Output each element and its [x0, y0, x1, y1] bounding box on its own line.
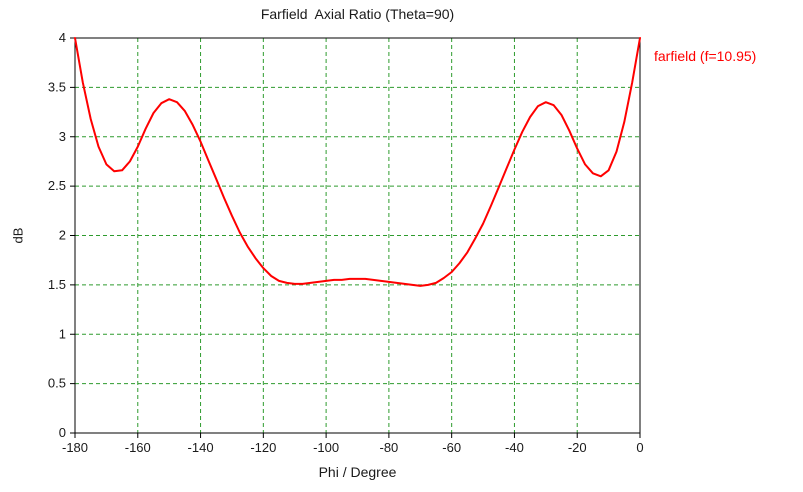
- x-tick-label: -180: [62, 440, 88, 455]
- x-tick-label: -140: [188, 440, 214, 455]
- y-axis-label: dB: [10, 227, 26, 244]
- x-tick-label: -60: [442, 440, 461, 455]
- x-tick-label: 0: [636, 440, 643, 455]
- x-tick-label: -80: [379, 440, 398, 455]
- y-tick-label: 1: [59, 326, 66, 341]
- y-tick-label: 3.5: [48, 79, 66, 94]
- legend-entry: farfield (f=10.95): [654, 48, 757, 64]
- series-curve: [74, 37, 641, 287]
- x-tick-label: -20: [568, 440, 587, 455]
- y-tick-label: 4: [59, 30, 66, 45]
- chart-title: Farfield Axial Ratio (Theta=90): [260, 6, 455, 22]
- y-tick-label: 2: [59, 228, 66, 243]
- x-tick-label: -100: [313, 440, 339, 455]
- y-tick-label: 3: [59, 129, 66, 144]
- x-tick-label: -40: [505, 440, 524, 455]
- y-tick-label: 2.5: [48, 178, 66, 193]
- x-axis-label: Phi / Degree: [318, 464, 397, 480]
- y-tick-label: 0: [59, 425, 66, 440]
- x-tick-label: -120: [250, 440, 276, 455]
- y-tick-label: 1.5: [48, 277, 66, 292]
- y-tick-label: 0.5: [48, 376, 66, 391]
- x-tick-label: -160: [125, 440, 151, 455]
